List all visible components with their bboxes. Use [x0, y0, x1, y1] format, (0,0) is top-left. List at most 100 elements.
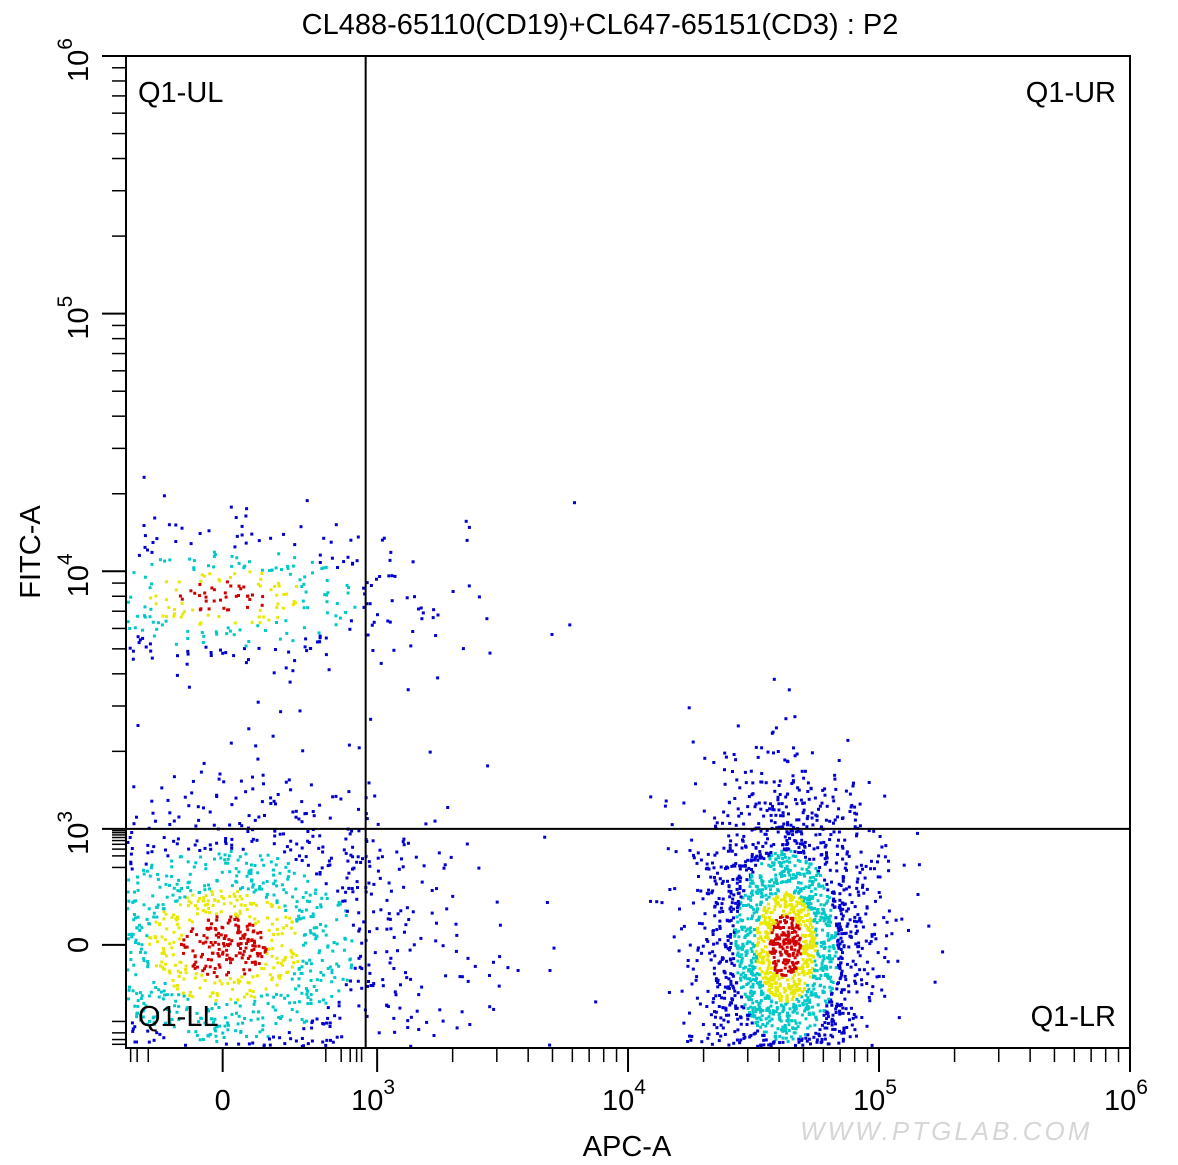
event-dot [811, 984, 815, 987]
event-dot [821, 959, 825, 963]
event-dot [735, 1038, 739, 1042]
event-dot [822, 985, 826, 989]
event-dot [788, 941, 792, 945]
event-dot [768, 1009, 772, 1013]
event-dot [198, 1038, 202, 1042]
event-dot [248, 598, 252, 601]
event-dot [153, 516, 157, 520]
event-dot [238, 1004, 242, 1008]
event-dot [300, 991, 304, 995]
event-dot [158, 885, 162, 889]
event-dot [769, 1044, 773, 1047]
event-dot [229, 901, 233, 905]
event-dot [201, 969, 205, 973]
event-dot [343, 937, 347, 941]
event-dot [361, 857, 364, 861]
event-dot [721, 879, 725, 883]
event-dot [870, 933, 874, 937]
event-dot [756, 907, 759, 911]
event-dot [695, 861, 699, 865]
event-dot [771, 861, 775, 865]
event-dot [828, 954, 831, 958]
event-dot [790, 1035, 794, 1039]
event-dot [388, 620, 392, 624]
event-dot [164, 954, 168, 958]
event-dot [454, 922, 458, 926]
event-dot [256, 954, 260, 958]
event-dot [808, 876, 812, 880]
x-tick-label: 105 [853, 1076, 897, 1117]
event-dot [764, 1024, 768, 1028]
event-dot [263, 949, 267, 953]
event-dot [319, 903, 323, 907]
event-dot [377, 1031, 381, 1035]
event-dot [767, 854, 771, 858]
event-dot [376, 822, 380, 826]
event-dot [765, 910, 769, 914]
event-dot [153, 1022, 157, 1026]
event-dot [308, 900, 312, 904]
event-dot [297, 1000, 301, 1004]
event-dot [776, 798, 780, 802]
event-dot [734, 853, 738, 857]
event-dot [790, 1019, 794, 1023]
event-dot [755, 972, 759, 975]
event-dot [759, 983, 763, 987]
event-dot [823, 845, 827, 849]
event-dot [729, 958, 733, 962]
event-dot [829, 989, 833, 993]
event-dot [204, 863, 208, 867]
event-dot [825, 967, 829, 971]
event-dot [235, 1011, 238, 1015]
event-dot [215, 915, 219, 919]
event-dot [254, 744, 258, 748]
event-dot [324, 565, 328, 569]
event-dot [781, 857, 785, 860]
event-dot [226, 608, 229, 612]
event-dot [731, 973, 735, 977]
event-dot [277, 1015, 281, 1019]
event-dot [290, 977, 294, 981]
event-dot [230, 957, 234, 961]
event-dot [819, 915, 823, 919]
event-dot [336, 889, 340, 893]
event-dot [728, 821, 732, 825]
event-dot [237, 870, 241, 874]
event-dot [789, 849, 793, 853]
event-dot [315, 926, 319, 930]
event-dot [694, 978, 698, 982]
event-dot [237, 981, 241, 985]
event-dot [791, 1026, 795, 1030]
event-dot [787, 812, 790, 816]
event-dot [728, 846, 732, 850]
event-dot [293, 659, 297, 663]
event-dot [144, 862, 148, 866]
event-dot [837, 882, 841, 886]
event-dot [149, 936, 153, 940]
event-dot [717, 1005, 721, 1008]
event-dot [772, 942, 776, 946]
event-dot [837, 759, 841, 762]
event-dot [366, 984, 370, 988]
event-dot [345, 876, 349, 880]
event-dot [752, 991, 756, 995]
event-dot [198, 608, 202, 612]
event-dot [225, 632, 229, 636]
event-dot [177, 878, 181, 882]
event-dot [827, 896, 831, 900]
event-dot [825, 1017, 829, 1021]
event-dot [370, 623, 374, 627]
event-dot [226, 857, 230, 861]
event-dot [156, 940, 159, 944]
event-dot [272, 966, 276, 970]
event-dot [473, 964, 477, 968]
event-dot [714, 1010, 718, 1014]
event-dot [289, 839, 293, 843]
event-dot [873, 867, 876, 871]
event-dot [353, 966, 357, 970]
event-dot [345, 583, 349, 587]
event-dot [179, 615, 183, 619]
event-dot [207, 564, 210, 568]
event-dot [287, 1031, 291, 1035]
event-dot [240, 524, 244, 528]
